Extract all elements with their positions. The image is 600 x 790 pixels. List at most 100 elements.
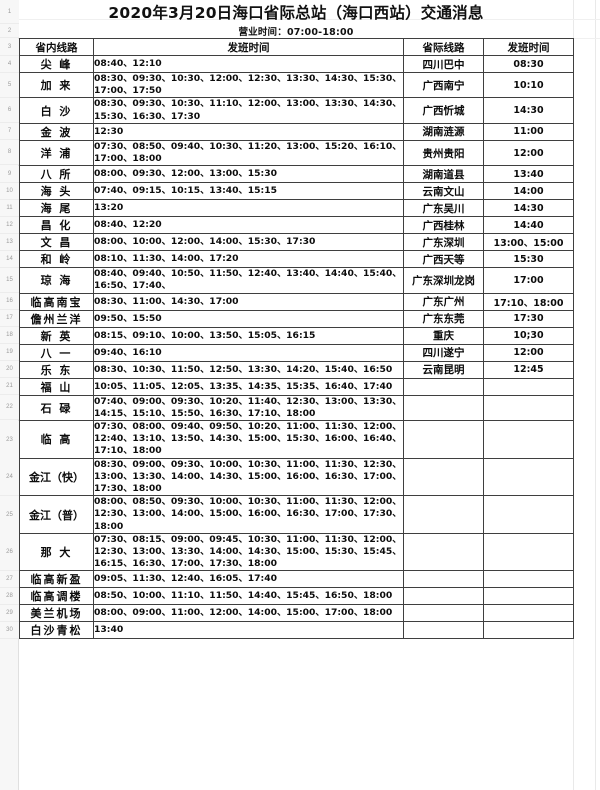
domestic-times-cell[interactable]: 10:05、11:05、12:05、13:35、14:35、15:35、16:4… — [93, 377, 404, 396]
domestic-route-cell[interactable]: 那 大 — [19, 532, 94, 572]
row-number[interactable]: 4 — [0, 56, 19, 73]
domestic-times-cell[interactable]: 07:30、08:00、09:40、09:50、10:20、11:00、11:3… — [93, 420, 404, 459]
domestic-times-cell[interactable]: 09:50、15:50 — [93, 309, 404, 328]
interprovincial-route-cell[interactable]: 广东深圳 — [403, 233, 484, 252]
domestic-times-cell[interactable]: 07:30、08:50、09:40、10:30、11:20、13:00、15:2… — [93, 139, 404, 167]
domestic-times-cell[interactable]: 08:00、08:50、09:30、10:00、10:30、11:00、11:3… — [93, 495, 404, 534]
row-number-gutter[interactable]: 1 2 3 4 5 6 7 8 9 10 11 12 13 14 15 16 17 18 19 20 21 22 23 24 2… — [0, 0, 19, 790]
domestic-times-cell[interactable]: 09:05、11:30、12:40、16:05、17:40 — [93, 570, 404, 589]
row-number[interactable]: 13 — [0, 234, 19, 251]
row-number[interactable]: 11 — [0, 200, 19, 217]
interprovincial-route-cell[interactable] — [403, 495, 484, 534]
interprovincial-route-cell[interactable]: 广东东莞 — [403, 309, 484, 328]
row-number[interactable]: 16 — [0, 293, 19, 310]
interprovincial-route-cell[interactable]: 广西桂林 — [403, 216, 484, 235]
row-number[interactable]: 8 — [0, 140, 19, 165]
row-number[interactable]: 10 — [0, 183, 19, 200]
interprovincial-route-cell[interactable]: 四川巴中 — [403, 55, 484, 73]
interprovincial-route-cell[interactable] — [403, 457, 484, 497]
interprovincial-route-cell[interactable]: 广西南宁 — [403, 71, 484, 99]
domestic-route-cell[interactable]: 和 岭 — [19, 250, 94, 269]
domestic-times-cell[interactable]: 08:15、09:10、10:00、13:50、15:05、16:15 — [93, 326, 404, 345]
interprovincial-route-cell[interactable]: 四川遂宁 — [403, 343, 484, 362]
row-number[interactable]: 1 — [0, 0, 19, 24]
interprovincial-route-cell[interactable]: 湖南道县 — [403, 165, 484, 184]
domestic-route-cell[interactable]: 海 尾 — [19, 199, 94, 218]
domestic-times-cell[interactable]: 12:30 — [93, 122, 404, 141]
interprovincial-times-cell[interactable]: 08:30 — [483, 55, 574, 73]
domestic-times-cell[interactable]: 07:40、09:15、10:15、13:40、15:15 — [93, 182, 404, 201]
row-number[interactable]: 12 — [0, 217, 19, 234]
domestic-route-cell[interactable]: 八 一 — [19, 343, 94, 362]
interprovincial-times-cell[interactable]: 10:10 — [483, 71, 574, 99]
interprovincial-times-cell[interactable] — [483, 604, 574, 623]
domestic-route-cell[interactable]: 金江（快） — [19, 457, 94, 497]
interprovincial-times-cell[interactable]: 11:00 — [483, 122, 574, 141]
row-number[interactable]: 17 — [0, 310, 19, 327]
row-number[interactable]: 5 — [0, 73, 19, 98]
domestic-times-cell[interactable]: 08:40、12:10 — [93, 55, 404, 73]
domestic-times-cell[interactable]: 08:00、10:00、12:00、14:00、15:30、17:30 — [93, 233, 404, 252]
row-number[interactable]: 19 — [0, 344, 19, 361]
interprovincial-times-cell[interactable]: 12:00 — [483, 139, 574, 167]
domestic-times-cell[interactable]: 13:40 — [93, 621, 404, 640]
domestic-route-cell[interactable]: 白 沙 — [19, 97, 94, 124]
interprovincial-times-cell[interactable]: 10;30 — [483, 326, 574, 345]
interprovincial-times-cell[interactable]: 17:30 — [483, 309, 574, 328]
domestic-route-cell[interactable]: 琼 海 — [19, 267, 94, 294]
row-number[interactable]: 23 — [0, 421, 19, 459]
row-number[interactable]: 26 — [0, 533, 19, 571]
interprovincial-times-cell[interactable]: 12:45 — [483, 360, 574, 379]
domestic-times-cell[interactable]: 08:50、10:00、11:10、11:50、14:40、15:45、16:5… — [93, 587, 404, 606]
row-number[interactable]: 15 — [0, 268, 19, 293]
domestic-route-cell[interactable]: 洋 浦 — [19, 139, 94, 167]
row-number[interactable]: 7 — [0, 123, 19, 140]
domestic-times-cell[interactable]: 09:40、16:10 — [93, 343, 404, 362]
row-number[interactable]: 6 — [0, 98, 19, 123]
interprovincial-route-cell[interactable] — [403, 570, 484, 589]
domestic-route-cell[interactable]: 乐 东 — [19, 360, 94, 379]
domestic-route-cell[interactable]: 加 来 — [19, 71, 94, 99]
interprovincial-times-cell[interactable] — [483, 495, 574, 534]
interprovincial-route-cell[interactable] — [403, 394, 484, 422]
domestic-times-cell[interactable]: 07:30、08:15、09:00、09:45、10:30、11:00、11:3… — [93, 532, 404, 572]
row-number[interactable]: 3 — [0, 39, 19, 56]
domestic-route-cell[interactable]: 临高调楼 — [19, 587, 94, 606]
row-number[interactable]: 21 — [0, 378, 19, 395]
interprovincial-times-cell[interactable]: 13:40 — [483, 165, 574, 184]
row-number[interactable]: 25 — [0, 496, 19, 534]
domestic-route-cell[interactable]: 金江（普） — [19, 495, 94, 534]
interprovincial-route-cell[interactable]: 贵州贵阳 — [403, 139, 484, 167]
domestic-times-cell[interactable]: 08:40、09:40、10:50、11:50、12:40、13:40、14:4… — [93, 267, 404, 294]
domestic-times-cell[interactable]: 08:00、09:30、12:00、13:00、15:30 — [93, 165, 404, 184]
interprovincial-times-cell[interactable] — [483, 457, 574, 497]
domestic-route-cell[interactable]: 新 英 — [19, 326, 94, 345]
interprovincial-route-cell[interactable]: 重庆 — [403, 326, 484, 345]
domestic-times-cell[interactable]: 08:30、09:30、10:30、12:00、12:30、13:30、14:3… — [93, 71, 404, 99]
row-number[interactable]: 29 — [0, 605, 19, 622]
interprovincial-times-cell[interactable]: 15:30 — [483, 250, 574, 269]
interprovincial-times-cell[interactable] — [483, 532, 574, 572]
domestic-route-cell[interactable]: 昌 化 — [19, 216, 94, 235]
domestic-times-cell[interactable]: 13:20 — [93, 199, 404, 218]
row-number[interactable]: 18 — [0, 327, 19, 344]
interprovincial-times-cell[interactable] — [483, 420, 574, 459]
domestic-route-cell[interactable]: 白沙青松 — [19, 621, 94, 640]
row-number[interactable]: 30 — [0, 622, 19, 639]
row-number[interactable]: 2 — [0, 24, 19, 38]
interprovincial-route-cell[interactable]: 广东深圳龙岗 — [403, 267, 484, 294]
interprovincial-route-cell[interactable]: 云南文山 — [403, 182, 484, 201]
domestic-route-cell[interactable]: 临高南宝 — [19, 292, 94, 311]
interprovincial-times-cell[interactable] — [483, 570, 574, 589]
domestic-times-cell[interactable]: 08:40、12:20 — [93, 216, 404, 235]
interprovincial-times-cell[interactable] — [483, 377, 574, 396]
interprovincial-route-cell[interactable]: 湖南涟源 — [403, 122, 484, 141]
interprovincial-times-cell[interactable]: 14:40 — [483, 216, 574, 235]
interprovincial-route-cell[interactable]: 广东吴川 — [403, 199, 484, 218]
interprovincial-times-cell[interactable]: 14:00 — [483, 182, 574, 201]
interprovincial-times-cell[interactable]: 13:00、15:00 — [483, 233, 574, 252]
domestic-route-cell[interactable]: 八 所 — [19, 165, 94, 184]
interprovincial-route-cell[interactable]: 云南昆明 — [403, 360, 484, 379]
row-number[interactable]: 9 — [0, 166, 19, 183]
interprovincial-route-cell[interactable]: 广西天等 — [403, 250, 484, 269]
